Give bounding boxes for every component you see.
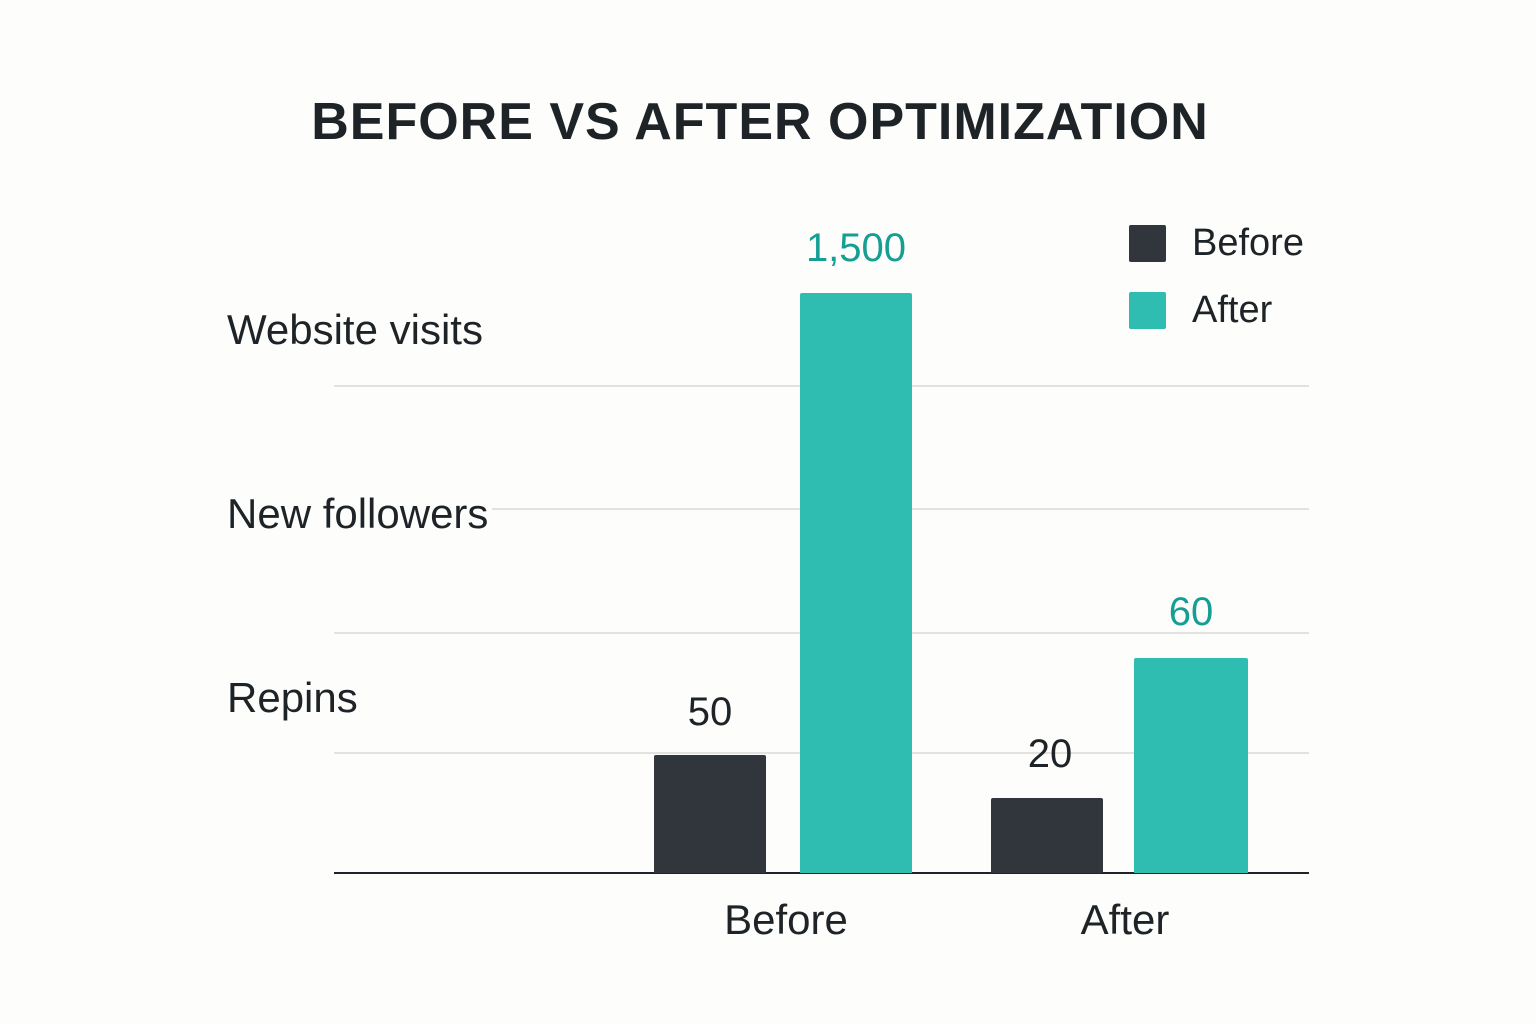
category-label-before: Before	[724, 896, 848, 943]
bar-before-before	[654, 755, 766, 873]
value-label-after-before: 20	[1027, 732, 1073, 776]
chart-title: BEFORE VS AFTER OPTIMIZATION	[311, 93, 1209, 151]
x-axis-line	[334, 872, 1309, 874]
row-label-repins: Repins	[227, 674, 358, 721]
legend-item-after: After	[1129, 289, 1272, 332]
bar-after-after	[1134, 658, 1248, 873]
legend-item-before: Before	[1129, 222, 1304, 265]
category-label-after: After	[1080, 896, 1170, 943]
value-label-before-before: 50	[687, 690, 733, 734]
row-label-website-visits: Website visits	[227, 306, 483, 353]
legend-swatch-after	[1129, 292, 1166, 329]
value-label-before-after: 1,500	[805, 226, 907, 270]
value-label-after-after: 60	[1168, 590, 1214, 634]
legend-swatch-before	[1129, 225, 1166, 262]
legend-label-before: Before	[1192, 222, 1304, 264]
bar-after-before	[991, 798, 1103, 873]
legend-label-after: After	[1192, 289, 1273, 331]
row-label-new-followers: New followers	[227, 490, 493, 538]
bar-before-after	[800, 293, 912, 873]
